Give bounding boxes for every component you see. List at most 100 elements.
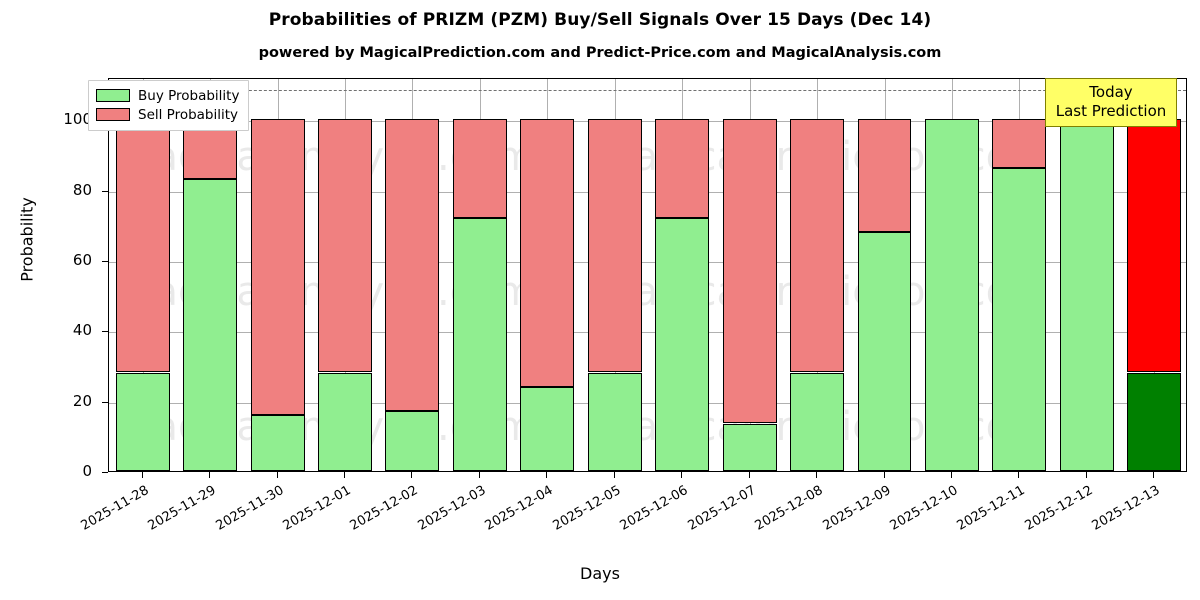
bar-column[interactable] — [655, 79, 710, 471]
bar-segment-buy[interactable] — [924, 119, 979, 471]
bar-segment-buy[interactable] — [115, 372, 170, 471]
bar-segment-sell[interactable] — [857, 119, 912, 232]
bar-segment-sell[interactable] — [115, 119, 170, 373]
bar-segment-sell[interactable] — [790, 119, 845, 373]
x-axis-tick-label: 2025-11-29 — [145, 483, 219, 534]
bar-segment-buy[interactable] — [655, 217, 710, 471]
legend-swatch-buy — [96, 89, 130, 102]
plot-area: MagicalAnalysis.comMagicalPrediction.com… — [108, 78, 1187, 472]
bar-segment-buy[interactable] — [790, 372, 845, 471]
x-axis-tick — [613, 472, 615, 478]
legend-swatch-sell — [96, 108, 130, 121]
x-axis-tick — [209, 472, 211, 478]
bar-column[interactable] — [587, 79, 642, 471]
bar-segment-sell[interactable] — [318, 119, 372, 373]
x-axis-tick-label: 2025-12-12 — [1022, 483, 1096, 534]
bar-column[interactable] — [183, 79, 238, 471]
legend-item-sell[interactable]: Sell Probability — [96, 105, 239, 124]
chart-legend: Buy Probability Sell Probability — [88, 80, 250, 131]
x-axis-tick-label: 2025-12-08 — [752, 483, 826, 534]
x-axis-tick-label: 2025-12-01 — [280, 483, 354, 534]
y-axis-tick-label: 60 — [72, 250, 92, 269]
x-axis-tick-label: 2025-12-04 — [482, 483, 556, 534]
x-axis-tick-label: 2025-12-03 — [415, 483, 489, 534]
bar-column[interactable] — [385, 79, 440, 471]
gridline-horizontal — [109, 402, 1186, 404]
x-axis-tick — [344, 472, 346, 478]
bar-segment-buy[interactable] — [250, 414, 305, 471]
x-axis-tick — [883, 472, 885, 478]
x-axis-tick — [816, 472, 818, 478]
x-axis-tick-label: 2025-12-07 — [685, 483, 759, 534]
bar-segment-buy[interactable] — [722, 423, 777, 471]
bar-segment-sell[interactable] — [520, 119, 575, 387]
gridline-horizontal — [109, 191, 1186, 193]
bar-column[interactable] — [1059, 79, 1114, 471]
y-axis-tick-label: 0 — [82, 462, 92, 480]
bar-column-today[interactable] — [1127, 79, 1182, 471]
bar-column[interactable] — [115, 79, 170, 471]
legend-label-buy: Buy Probability — [138, 87, 240, 104]
bar-segment-sell[interactable] — [250, 119, 305, 415]
legend-item-buy[interactable]: Buy Probability — [96, 86, 239, 105]
today-annotation: Today Last Prediction — [1045, 78, 1177, 127]
x-axis-tick — [276, 472, 278, 478]
bar-column[interactable] — [992, 79, 1047, 471]
bar-segment-sell[interactable] — [452, 119, 507, 218]
bar-segment-sell[interactable] — [992, 119, 1047, 169]
bar-segment-buy[interactable] — [857, 231, 912, 471]
bar-segment-sell[interactable] — [1127, 119, 1182, 373]
bar-column[interactable] — [924, 79, 979, 471]
y-axis-tick — [102, 472, 108, 473]
bar-column[interactable] — [857, 79, 912, 471]
bar-segment-buy[interactable] — [452, 217, 507, 471]
y-axis-label: Probability — [17, 197, 37, 282]
y-axis-tick — [102, 331, 108, 333]
x-axis-tick-label: 2025-12-10 — [887, 483, 961, 534]
x-axis-tick — [1018, 472, 1020, 478]
x-axis-tick — [1153, 472, 1155, 478]
gridline-horizontal — [109, 121, 1186, 123]
x-axis-tick — [411, 472, 413, 478]
y-axis-tick-label: 20 — [72, 391, 92, 410]
gridline-horizontal — [109, 332, 1186, 334]
gridline-horizontal — [109, 261, 1186, 263]
bar-column[interactable] — [452, 79, 507, 471]
x-axis-tick — [546, 472, 548, 478]
y-axis-tick-label: 80 — [72, 180, 92, 199]
bar-segment-sell[interactable] — [655, 119, 710, 218]
today-annotation-line2: Last Prediction — [1055, 102, 1167, 120]
x-axis-tick-label: 2025-12-02 — [348, 483, 421, 534]
x-axis-tick — [1085, 472, 1087, 478]
bar-segment-sell[interactable] — [385, 119, 440, 412]
today-annotation-line1: Today — [1089, 83, 1133, 101]
bar-segment-buy[interactable] — [318, 372, 372, 471]
x-axis-tick-label: 2025-11-30 — [213, 483, 287, 534]
y-axis-tick — [102, 190, 108, 192]
y-axis-tick-label: 40 — [72, 321, 92, 340]
bar-column[interactable] — [318, 79, 372, 471]
x-axis-tick — [950, 472, 952, 478]
page-title: Probabilities of PRIZM (PZM) Buy/Sell Si… — [268, 10, 932, 30]
bar-segment-buy[interactable] — [587, 372, 642, 471]
bar-segment-sell[interactable] — [722, 119, 777, 424]
x-axis-tick — [681, 472, 683, 478]
reference-dashed-line — [109, 89, 1186, 91]
bar-segment-buy[interactable] — [385, 411, 440, 471]
x-axis-tick-label: 2025-11-28 — [78, 483, 152, 534]
bar-segment-sell[interactable] — [587, 119, 642, 373]
bar-segment-buy[interactable] — [520, 386, 575, 471]
bar-segment-buy[interactable] — [183, 179, 238, 471]
bar-segment-buy[interactable] — [992, 168, 1047, 471]
bar-segment-buy[interactable] — [1127, 372, 1182, 471]
bar-column[interactable] — [722, 79, 777, 471]
y-axis-tick-label: 100 — [63, 110, 92, 129]
bar-column[interactable] — [520, 79, 575, 471]
bar-column[interactable] — [250, 79, 305, 471]
x-axis-tick — [748, 472, 750, 478]
bar-segment-buy[interactable] — [1059, 119, 1114, 471]
legend-label-sell: Sell Probability — [138, 106, 239, 123]
bar-column[interactable] — [790, 79, 845, 471]
x-axis-tick — [141, 472, 143, 478]
